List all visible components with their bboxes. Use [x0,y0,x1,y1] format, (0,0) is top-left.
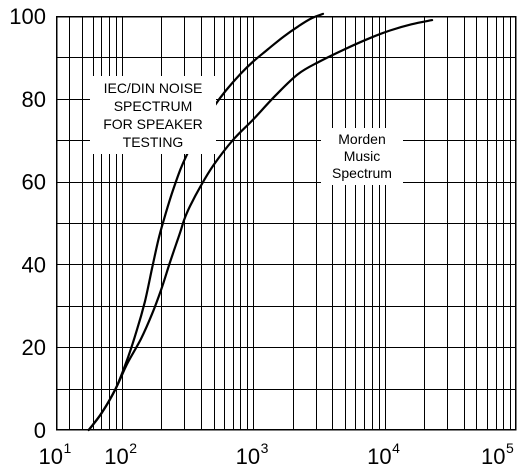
svg-text:10: 10 [367,444,391,468]
y-tick-labels: 0 20 40 60 80 100 [9,4,46,443]
curves [87,12,434,432]
x-tick-label: 10 4 [367,440,400,468]
y-tick-label: 60 [22,170,46,195]
annotation-1: IEC/DIN NOISE SPECTRUM FOR SPEAKER TESTING [90,76,216,154]
plot-border [55,15,517,431]
annotation-line: Music [344,148,381,164]
plot-frame [55,15,517,431]
annotation-background [90,76,216,154]
svg-text:10: 10 [104,444,128,468]
y-tick-label: 0 [34,418,46,443]
y-tick-label: 20 [22,335,46,360]
y-tick-label: 40 [22,252,46,277]
annotations: IEC/DIN NOISE SPECTRUM FOR SPEAKER TESTING M… [90,76,403,185]
y-tick-label: 100 [9,4,46,29]
y-tick-label: 80 [22,87,46,112]
svg-text:4: 4 [392,440,400,456]
svg-text:1: 1 [64,440,72,456]
annotation-line: Spectrum [332,165,392,181]
series-line-2 [87,19,434,432]
series-line-1 [87,12,325,432]
annotation-line: TESTING [123,134,184,150]
svg-text:10: 10 [481,444,505,468]
annotation-line: FOR SPEAKER [103,116,203,132]
svg-text:10: 10 [236,444,260,468]
svg-text:3: 3 [261,440,269,456]
svg-text:10: 10 [39,444,63,468]
annotation-line: SPECTRUM [114,98,193,114]
x-tick-label: 10 2 [104,440,137,468]
annotation-line: Morden [338,131,385,147]
x-tick-label: 10 3 [236,440,269,468]
svg-text:5: 5 [506,440,514,456]
x-tick-labels: 10 1 10 2 10 3 10 4 10 5 [39,440,515,468]
annotation-background [321,128,403,185]
svg-text:2: 2 [129,440,137,456]
x-tick-label: 10 1 [39,440,72,468]
x-tick-label: 10 5 [481,440,514,468]
annotation-line: IEC/DIN NOISE [104,80,203,96]
